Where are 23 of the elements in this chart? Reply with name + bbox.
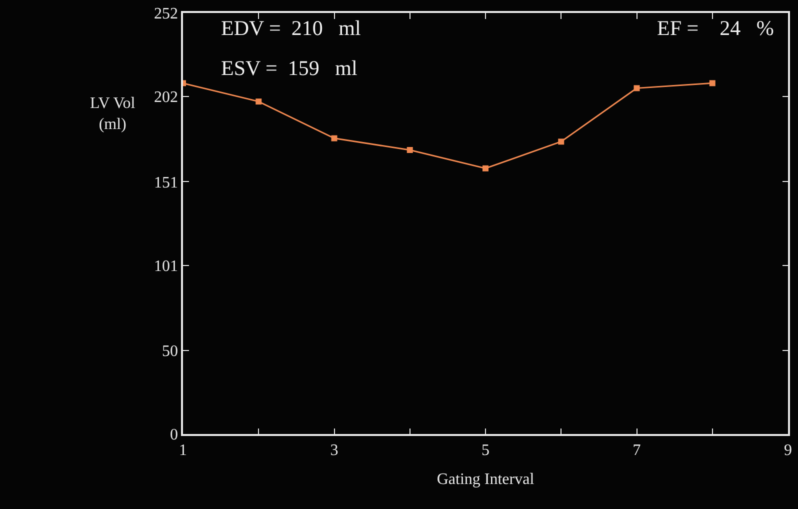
x-tick-label: 5 — [482, 442, 490, 459]
annotation: EDV = 210 ml — [221, 16, 361, 40]
x-tick-label: 1 — [179, 442, 187, 459]
point — [482, 165, 488, 172]
point — [331, 135, 338, 142]
annotation: EF = 24 % — [657, 16, 774, 40]
y-tick-label: 202 — [154, 89, 178, 106]
y-tick-label: 0 — [170, 426, 178, 444]
point — [709, 80, 716, 86]
point — [256, 98, 262, 105]
y-axis-title: LV Vol (ml) — [90, 95, 136, 133]
y-tick-label: 252 — [154, 6, 178, 23]
point — [406, 146, 413, 153]
y-tick-label: 101 — [154, 258, 178, 275]
x-axis-title: Gating Interval — [436, 471, 535, 488]
x-tick-label: 9 — [784, 442, 792, 459]
point — [558, 138, 564, 145]
x-tick-label: 7 — [632, 442, 641, 459]
x-tick-label: 3 — [330, 442, 338, 459]
annotation: ESV = 159 ml — [221, 56, 358, 80]
y-tick-label: 50 — [162, 343, 178, 360]
point — [634, 85, 640, 92]
y-tick-label: 151 — [154, 174, 178, 192]
